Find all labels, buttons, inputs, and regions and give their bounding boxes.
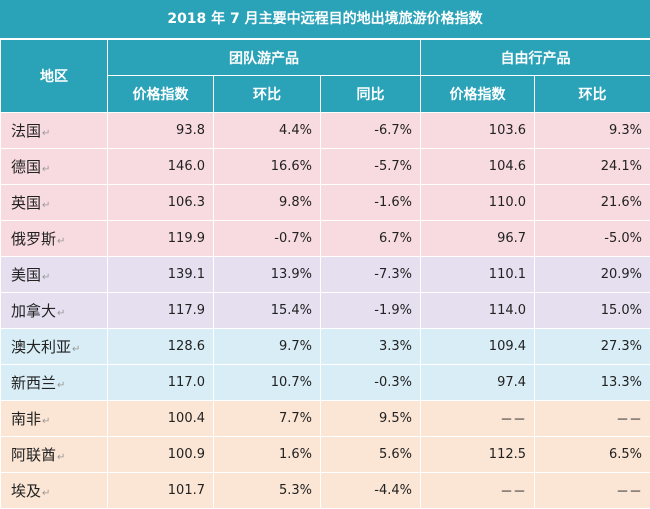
free-price-cell: 112.5 (421, 437, 535, 473)
header-free-tour: 自由行产品 (421, 40, 650, 76)
paragraph-mark-icon: ↵ (72, 344, 80, 355)
group-yoy-cell: -5.7% (321, 149, 421, 185)
group-yoy-cell: -4.4% (321, 473, 421, 509)
free-price-cell: 97.4 (421, 365, 535, 401)
region-name: 加拿大 (11, 302, 56, 320)
region-name: 俄罗斯 (11, 230, 56, 248)
group-price-cell: 119.9 (108, 221, 214, 257)
group-yoy-cell: -1.9% (321, 293, 421, 329)
group-mom-cell: 1.6% (214, 437, 321, 473)
table-title: 2018 年 7 月主要中远程目的地出境旅游价格指数 (0, 0, 650, 39)
free-price-cell: 110.1 (421, 257, 535, 293)
free-mom-cell: 27.3% (535, 329, 650, 365)
table-row: 加拿大↵ 117.9 15.4% -1.9% 114.0 15.0% (1, 293, 650, 329)
paragraph-mark-icon: ↵ (57, 236, 65, 247)
table-row: 埃及↵ 101.7 5.3% -4.4% －－ －－ (1, 473, 650, 509)
region-name: 新西兰 (11, 374, 56, 392)
table-row: 新西兰↵ 117.0 10.7% -0.3% 97.4 13.3% (1, 365, 650, 401)
free-mom-cell: 6.5% (535, 437, 650, 473)
group-yoy-cell: 6.7% (321, 221, 421, 257)
table-row: 阿联酋↵ 100.9 1.6% 5.6% 112.5 6.5% (1, 437, 650, 473)
free-price-cell: 104.6 (421, 149, 535, 185)
group-yoy-cell: 3.3% (321, 329, 421, 365)
region-name: 澳大利亚 (11, 338, 71, 356)
group-mom-cell: 9.8% (214, 185, 321, 221)
table-row: 澳大利亚↵ 128.6 9.7% 3.3% 109.4 27.3% (1, 329, 650, 365)
free-mom-cell: 13.3% (535, 365, 650, 401)
region-name: 埃及 (11, 482, 41, 500)
free-mom-cell: －－ (535, 473, 650, 509)
free-price-cell: 110.0 (421, 185, 535, 221)
group-price-cell: 139.1 (108, 257, 214, 293)
group-mom-cell: 13.9% (214, 257, 321, 293)
group-price-cell: 100.9 (108, 437, 214, 473)
group-price-cell: 106.3 (108, 185, 214, 221)
group-price-cell: 100.4 (108, 401, 214, 437)
group-mom-cell: 16.6% (214, 149, 321, 185)
price-index-figure: 2018 年 7 月主要中远程目的地出境旅游价格指数 地区 团队游产品 自由行产… (0, 0, 650, 490)
paragraph-mark-icon: ↵ (42, 164, 50, 175)
group-yoy-cell: -7.3% (321, 257, 421, 293)
free-mom-cell: -5.0% (535, 221, 650, 257)
region-name: 英国 (11, 194, 41, 212)
group-yoy-cell: 9.5% (321, 401, 421, 437)
paragraph-mark-icon: ↵ (42, 416, 50, 427)
free-mom-cell: 20.9% (535, 257, 650, 293)
paragraph-mark-icon: ↵ (42, 272, 50, 283)
group-yoy-cell: 5.6% (321, 437, 421, 473)
header-free-mom: 环比 (535, 76, 650, 113)
paragraph-mark-icon: ↵ (57, 380, 65, 391)
group-price-cell: 93.8 (108, 113, 214, 149)
paragraph-mark-icon: ↵ (42, 128, 50, 139)
free-mom-cell: －－ (535, 401, 650, 437)
group-yoy-cell: -0.3% (321, 365, 421, 401)
group-mom-cell: 4.4% (214, 113, 321, 149)
header-group-price-index: 价格指数 (108, 76, 214, 113)
group-price-cell: 101.7 (108, 473, 214, 509)
group-price-cell: 146.0 (108, 149, 214, 185)
free-price-cell: 96.7 (421, 221, 535, 257)
header-free-price-index: 价格指数 (421, 76, 535, 113)
group-mom-cell: 10.7% (214, 365, 321, 401)
free-mom-cell: 9.3% (535, 113, 650, 149)
group-mom-cell: -0.7% (214, 221, 321, 257)
header-group-mom: 环比 (214, 76, 321, 113)
table-row: 俄罗斯↵ 119.9 -0.7% 6.7% 96.7 -5.0% (1, 221, 650, 257)
price-index-table: 地区 团队游产品 自由行产品 价格指数 环比 同比 价格指数 环比 法国↵ 93… (0, 39, 650, 509)
group-mom-cell: 5.3% (214, 473, 321, 509)
free-mom-cell: 21.6% (535, 185, 650, 221)
region-name: 德国 (11, 158, 41, 176)
region-name: 法国 (11, 122, 41, 140)
paragraph-mark-icon: ↵ (42, 200, 50, 211)
free-price-cell: 114.0 (421, 293, 535, 329)
group-price-cell: 117.0 (108, 365, 214, 401)
free-price-cell: 109.4 (421, 329, 535, 365)
header-group-yoy: 同比 (321, 76, 421, 113)
region-name: 阿联酋 (11, 446, 56, 464)
region-name: 美国 (11, 266, 41, 284)
free-mom-cell: 15.0% (535, 293, 650, 329)
table-row: 英国↵ 106.3 9.8% -1.6% 110.0 21.6% (1, 185, 650, 221)
paragraph-mark-icon: ↵ (57, 308, 65, 319)
group-mom-cell: 7.7% (214, 401, 321, 437)
free-price-cell: －－ (421, 473, 535, 509)
group-price-cell: 117.9 (108, 293, 214, 329)
table-row: 美国↵ 139.1 13.9% -7.3% 110.1 20.9% (1, 257, 650, 293)
header-group-tour: 团队游产品 (108, 40, 421, 76)
free-mom-cell: 24.1% (535, 149, 650, 185)
group-mom-cell: 15.4% (214, 293, 321, 329)
free-price-cell: －－ (421, 401, 535, 437)
paragraph-mark-icon: ↵ (57, 452, 65, 463)
table-row: 法国↵ 93.8 4.4% -6.7% 103.6 9.3% (1, 113, 650, 149)
header-region: 地区 (1, 40, 108, 113)
group-yoy-cell: -1.6% (321, 185, 421, 221)
group-price-cell: 128.6 (108, 329, 214, 365)
free-price-cell: 103.6 (421, 113, 535, 149)
group-mom-cell: 9.7% (214, 329, 321, 365)
table-row: 德国↵ 146.0 16.6% -5.7% 104.6 24.1% (1, 149, 650, 185)
region-name: 南非 (11, 410, 41, 428)
table-row: 南非↵ 100.4 7.7% 9.5% －－ －－ (1, 401, 650, 437)
group-yoy-cell: -6.7% (321, 113, 421, 149)
